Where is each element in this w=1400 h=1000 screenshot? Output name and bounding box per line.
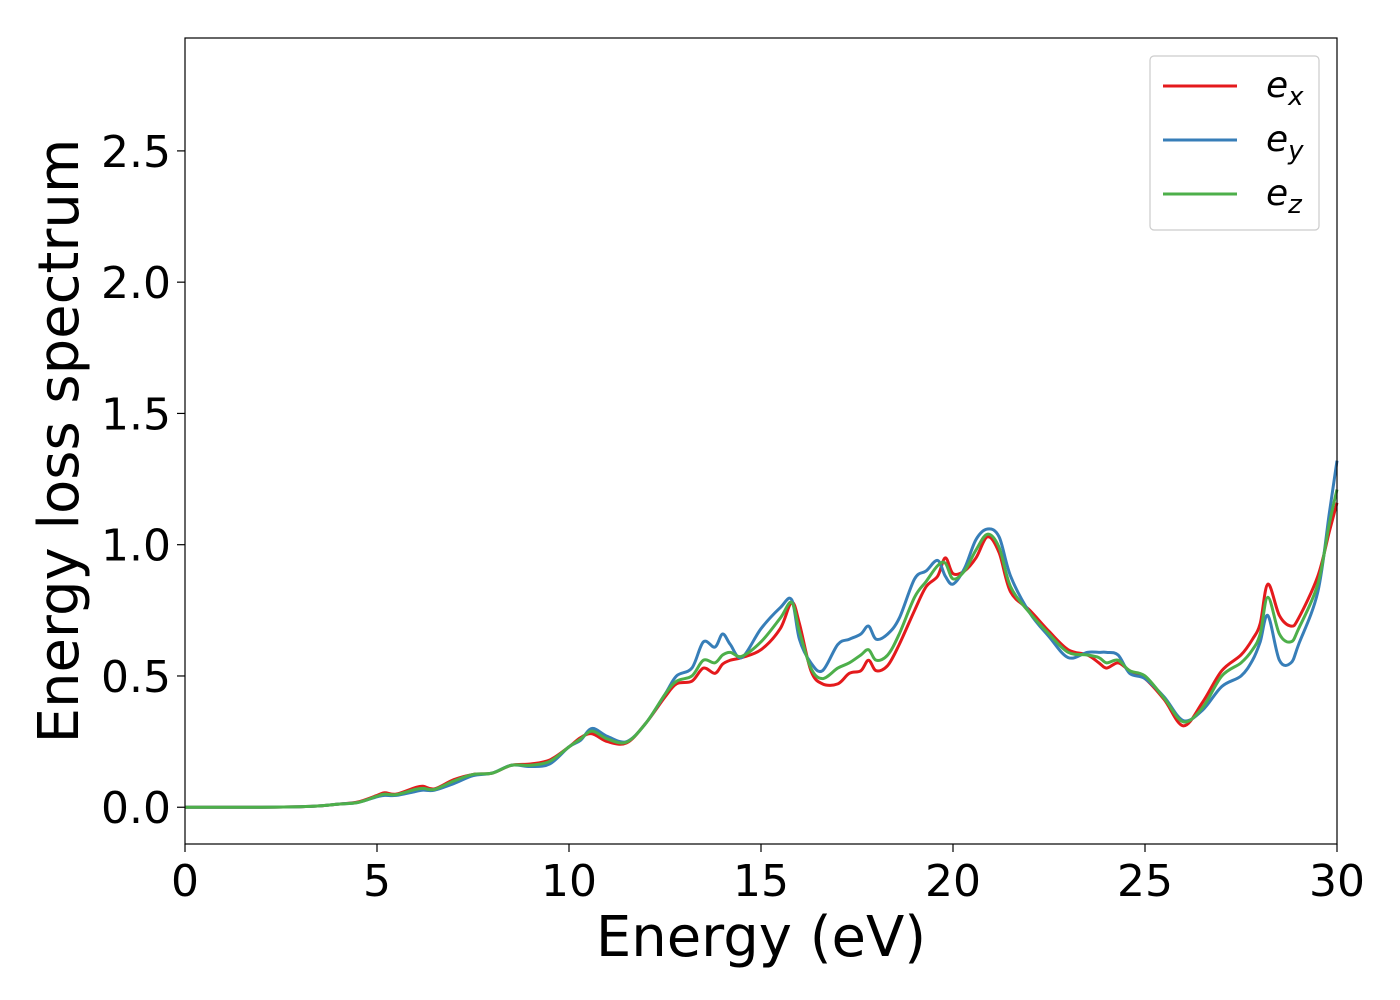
series-line-ex <box>184 502 1339 809</box>
x-tick-label: 20 <box>925 856 981 907</box>
legend-label-ey: e <box>1266 119 1288 160</box>
svg-text:ez: ez <box>1266 173 1303 220</box>
svg-text:ex: ex <box>1266 65 1304 112</box>
x-tick-label: 5 <box>363 856 391 907</box>
legend-sub-ez: z <box>1287 190 1303 220</box>
series-layer <box>184 460 1339 809</box>
x-tick-label: 10 <box>541 856 597 907</box>
x-axis: 0 5 10 15 20 25 30 <box>171 844 1365 907</box>
y-tick-label: 1.0 <box>101 521 171 572</box>
y-tick-label: 0.5 <box>101 652 171 703</box>
x-tick-label: 0 <box>171 856 199 907</box>
y-axis-title: Energy loss spectrum <box>27 139 92 744</box>
svg-text:ey: ey <box>1266 119 1304 166</box>
x-tick-label: 30 <box>1309 856 1365 907</box>
legend: ex ey ez <box>1149 55 1320 231</box>
legend-entry-ex: ex <box>1163 65 1304 112</box>
x-tick-label: 25 <box>1117 856 1173 907</box>
series-line-ez <box>184 489 1339 809</box>
legend-label-ez: e <box>1266 173 1288 214</box>
y-axis: 0.0 0.5 1.0 1.5 2.0 2.5 <box>101 127 185 834</box>
x-axis-title: Energy (eV) <box>596 905 926 970</box>
y-tick-label: 0.0 <box>101 783 171 834</box>
legend-box <box>1149 55 1320 231</box>
legend-sub-ey: y <box>1287 136 1304 166</box>
x-tick-label: 15 <box>733 856 789 907</box>
y-tick-label: 2.0 <box>101 258 171 309</box>
series-line-ey <box>184 460 1339 809</box>
legend-sub-ex: x <box>1287 82 1304 112</box>
y-tick-label: 1.5 <box>101 389 171 440</box>
y-tick-label: 2.5 <box>101 127 171 178</box>
legend-entry-ez: ez <box>1163 173 1303 220</box>
legend-label-ex: e <box>1266 65 1288 106</box>
legend-entry-ey: ey <box>1163 119 1304 166</box>
